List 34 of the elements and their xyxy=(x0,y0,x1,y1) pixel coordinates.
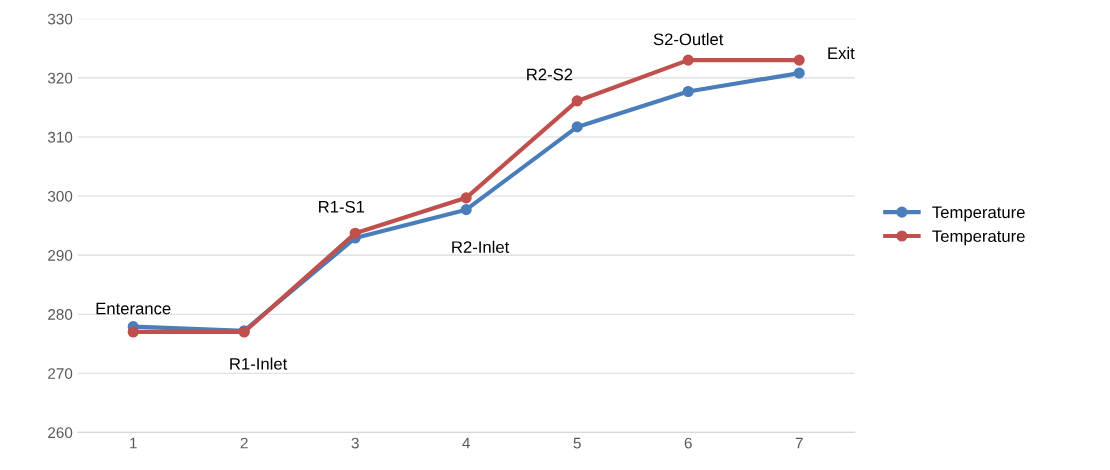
point xyxy=(571,95,583,107)
x-tick-label: 1 xyxy=(130,437,137,449)
point xyxy=(682,54,694,66)
annotation: Enterance xyxy=(96,302,171,315)
y-tick-label: 310 xyxy=(47,131,73,143)
point xyxy=(460,204,472,216)
annotation: R2-Inlet xyxy=(452,240,510,254)
x-tick-label: 7 xyxy=(795,437,803,449)
point xyxy=(682,85,694,98)
annotation: S2-Outlet xyxy=(653,32,724,46)
x-tick-label: 4 xyxy=(462,437,470,449)
y-tick-label: 330 xyxy=(47,13,73,25)
annotation: Exit xyxy=(828,46,855,60)
point xyxy=(127,326,139,338)
y-tick-label: 320 xyxy=(47,72,73,84)
legend-label: Temperature xyxy=(932,206,1025,222)
legend-label: Temperature xyxy=(932,230,1025,246)
y-tick-label: 260 xyxy=(48,427,73,439)
y-tick-label: 300 xyxy=(47,190,73,202)
y-tick-label: 270 xyxy=(48,368,73,379)
x-tick-label: 5 xyxy=(573,437,581,449)
point xyxy=(571,121,583,133)
y-tick-label: 280 xyxy=(48,309,73,320)
point xyxy=(460,192,472,204)
x-tick-label: 6 xyxy=(684,437,692,449)
annotation: R2-S2 xyxy=(527,68,573,81)
point xyxy=(349,227,361,239)
point xyxy=(793,54,805,66)
y-tick-label: 290 xyxy=(48,250,73,261)
point xyxy=(793,67,805,79)
x-tick-label: 3 xyxy=(351,437,359,449)
annotation: R1-Inlet xyxy=(230,357,288,370)
x-tick-label: 2 xyxy=(240,437,248,449)
annotation: R1-S1 xyxy=(319,200,365,213)
